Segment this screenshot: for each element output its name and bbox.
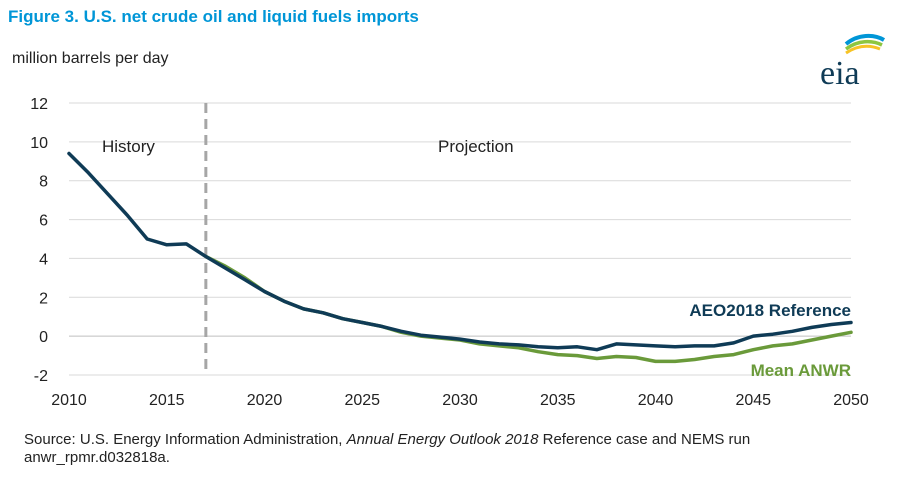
source-publication: Annual Energy Outlook 2018: [346, 431, 539, 448]
y-tick-label: 8: [39, 174, 48, 191]
y-tick-label: 12: [30, 96, 48, 113]
annotation-history: History: [102, 137, 155, 156]
figure-title: Figure 3. U.S. net crude oil and liquid …: [8, 7, 419, 26]
annotation-projection: Projection: [438, 137, 514, 156]
line-chart: -2 0 2 4 6 8 10 12 2010 2015 2020 2025 2030 2035 2040 2…: [30, 96, 869, 409]
y-tick-label: 4: [39, 251, 48, 268]
units-label: million barrels per day: [12, 50, 169, 67]
eia-logo-icon: eia: [820, 33, 886, 92]
source-suffix: Reference case and NEMS run anwr_rpmr.d0…: [24, 431, 751, 466]
legend-label-anwr: Mean ANWR: [751, 361, 851, 380]
logo-text: eia: [820, 55, 860, 90]
y-tick-label: -2: [34, 368, 48, 385]
y-tick-label: 6: [39, 213, 48, 230]
legend-label-reference: AEO2018 Reference: [689, 301, 851, 320]
y-tick-label: 2: [39, 290, 48, 307]
x-tick-label: 2030: [442, 392, 478, 409]
x-tick-label: 2010: [51, 392, 87, 409]
eia-logo: eia: [808, 30, 888, 92]
source-prefix: Source: U.S. Energy Information Administ…: [24, 431, 347, 448]
x-tick-label: 2045: [735, 392, 771, 409]
x-tick-label: 2040: [638, 392, 674, 409]
x-tick-label: 2015: [149, 392, 185, 409]
series-line-aeo2018-reference: [67, 151, 853, 352]
x-tick-label: 2035: [540, 392, 576, 409]
x-tick-label: 2020: [247, 392, 283, 409]
x-tick-label: 2025: [344, 392, 380, 409]
y-tick-label: 10: [30, 135, 48, 152]
x-tick-label: 2050: [833, 392, 869, 409]
source-note: Source: U.S. Energy Information Administ…: [24, 431, 874, 467]
y-tick-label: 0: [39, 329, 48, 346]
